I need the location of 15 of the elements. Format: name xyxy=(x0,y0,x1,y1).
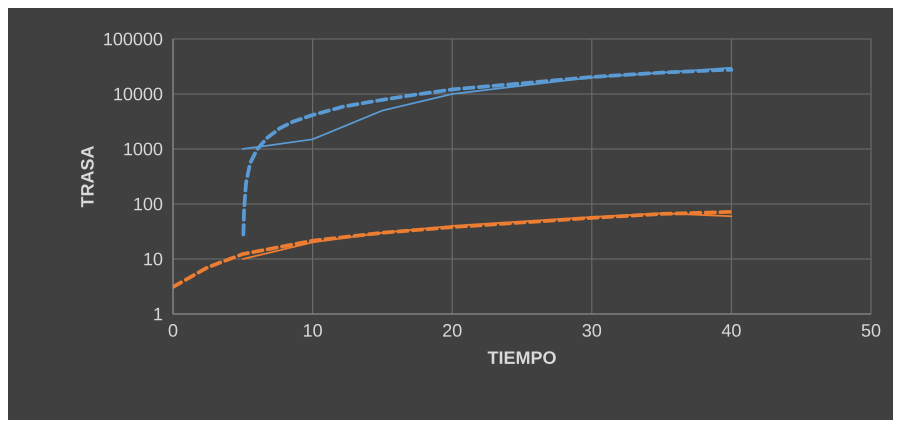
y-tick-label: 100000 xyxy=(104,32,162,46)
y-tick-label: 100 xyxy=(134,198,162,210)
line-series xyxy=(173,210,734,289)
x-tick-label: 50 xyxy=(862,324,880,337)
x-tick-label: 10 xyxy=(304,324,322,337)
y-axis-title: TRASA xyxy=(80,146,94,208)
y-tick-label: 1000 xyxy=(124,142,162,156)
x-tick-label: 40 xyxy=(722,324,741,337)
y-tick-label: 10000 xyxy=(114,88,162,100)
x-tick-label: 20 xyxy=(443,324,462,337)
y-tick-label: 1 xyxy=(154,308,162,320)
x-axis-title: TIEMPO xyxy=(488,351,556,364)
y-tick-label: 10 xyxy=(144,252,162,266)
x-tick-label: 0 xyxy=(168,324,178,337)
x-tick-label: 30 xyxy=(582,324,602,337)
